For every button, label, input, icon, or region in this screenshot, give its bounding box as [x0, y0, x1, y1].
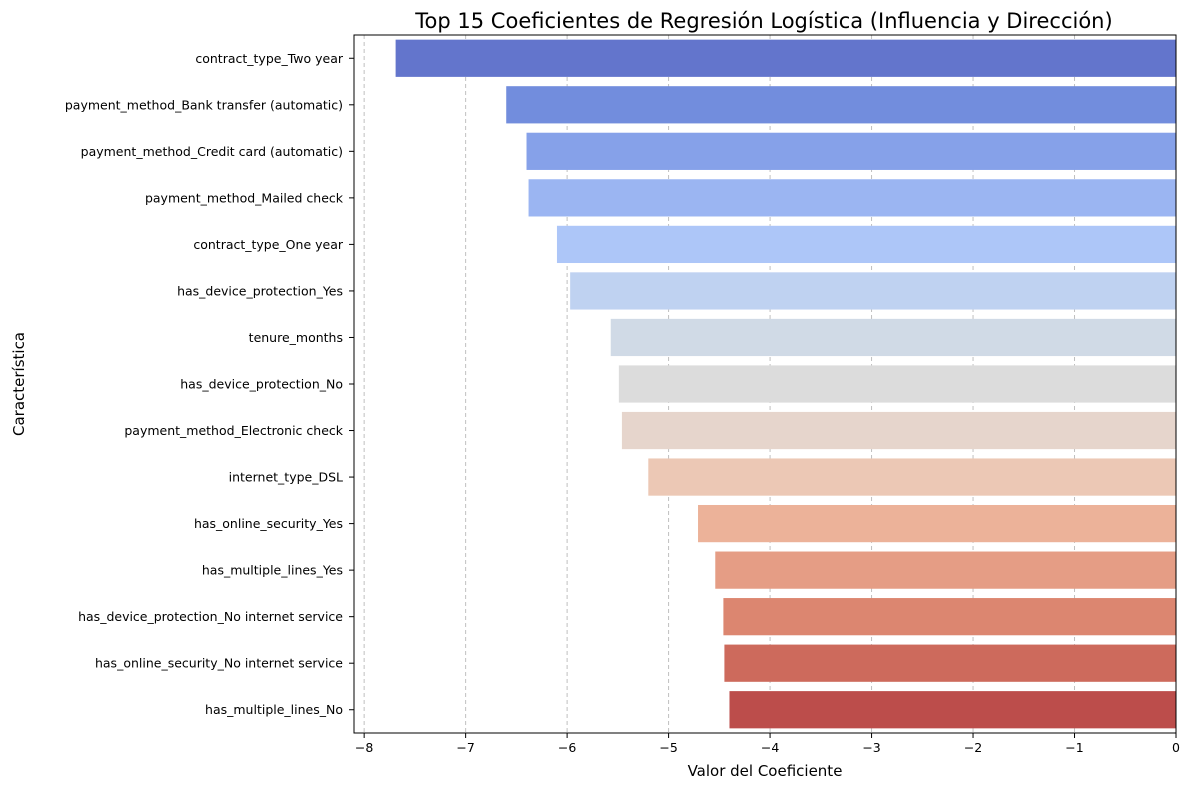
- bar: [729, 691, 1176, 729]
- category-label: has_online_security_No internet service: [95, 656, 343, 671]
- bar: [648, 458, 1176, 496]
- bar: [724, 644, 1176, 682]
- bar: [556, 225, 1176, 264]
- x-tick-label: −3: [862, 740, 880, 755]
- category-label: payment_method_Credit card (automatic): [81, 144, 343, 159]
- bar: [526, 132, 1176, 170]
- category-label: contract_type_Two year: [195, 51, 343, 66]
- bar: [715, 551, 1176, 589]
- category-label: payment_method_Electronic check: [124, 423, 343, 438]
- category-label: has_multiple_lines_No: [205, 702, 343, 717]
- x-tick-label: −1: [1065, 740, 1083, 755]
- x-tick-label: −2: [964, 740, 982, 755]
- category-label: has_device_protection_Yes: [177, 283, 343, 298]
- bar: [618, 365, 1176, 403]
- y-axis-label: Característica: [10, 332, 28, 436]
- category-label: contract_type_One year: [193, 237, 344, 252]
- chart-title: Top 15 Coeficientes de Regresión Logísti…: [414, 9, 1112, 33]
- x-axis-ticks: −8 −7 −6 −5 −4 −3 −2 −1 0: [355, 733, 1180, 755]
- category-label: tenure_months: [249, 330, 343, 345]
- x-tick-label: −7: [456, 740, 474, 755]
- category-label: has_device_protection_No: [180, 377, 343, 392]
- bar: [621, 411, 1176, 450]
- bar: [723, 598, 1176, 636]
- bar: [395, 39, 1176, 77]
- x-tick-label: 0: [1172, 740, 1180, 755]
- bars: [395, 39, 1176, 729]
- category-label: internet_type_DSL: [229, 470, 343, 485]
- bar: [610, 318, 1176, 357]
- bar: [528, 179, 1176, 217]
- x-tick-label: −6: [558, 740, 576, 755]
- bar: [506, 86, 1176, 124]
- category-label: has_multiple_lines_Yes: [202, 563, 343, 578]
- x-axis-label: Valor del Coeficiente: [688, 762, 843, 780]
- category-label: has_online_security_Yes: [194, 516, 343, 531]
- bar: [698, 504, 1176, 543]
- plot-frame: [353, 34, 1177, 734]
- category-label: payment_method_Mailed check: [145, 190, 344, 205]
- category-label: has_device_protection_No internet servic…: [78, 609, 343, 624]
- x-tick-label: −4: [761, 740, 779, 755]
- category-label: payment_method_Bank transfer (automatic): [65, 97, 343, 112]
- category-labels: contract_type_Two year payment_method_Ban…: [65, 51, 354, 717]
- x-tick-label: −5: [659, 740, 677, 755]
- x-tick-label: −8: [355, 740, 373, 755]
- bar: [570, 272, 1176, 310]
